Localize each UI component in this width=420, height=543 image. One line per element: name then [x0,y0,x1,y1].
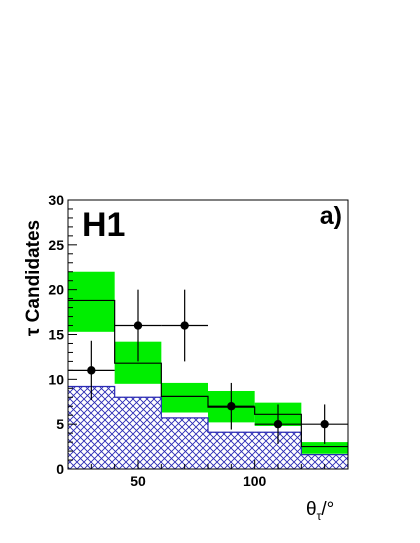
data-point [208,382,255,430]
data-point [254,404,302,444]
data-marker [227,402,236,411]
x-axis-label: θτ/° [306,499,334,523]
prediction-line-step [68,299,348,448]
y-axis-label: τ Candidates [23,220,44,336]
prediction-band-bin [161,382,208,413]
x-axis: 50 100 [67,460,349,489]
y-tick-label: 20 [48,282,64,298]
prediction-band-bin [301,442,348,454]
prediction-band-bin [68,271,115,332]
data-point [114,289,162,362]
data-points [68,289,348,444]
panel-label: a) [320,202,342,230]
data-marker [273,419,283,429]
prediction-line [68,299,348,448]
x-axis-label-main: θ [306,499,317,520]
y-axis: 0 5 10 15 20 25 30 [48,192,77,477]
data-point [301,404,348,444]
plot-area: 0 5 10 15 20 25 30 50 100 [48,192,349,489]
data-marker [320,419,329,429]
x-tick-label: 50 [130,473,146,489]
data-point [161,289,208,362]
experiment-label: H1 [82,206,125,244]
y-tick-label: 30 [48,192,64,208]
y-tick-label: 15 [48,327,64,343]
data-marker [133,321,143,330]
y-tick-label: 5 [56,416,64,432]
y-tick-label: 0 [56,461,64,477]
x-tick-label: 100 [243,473,267,489]
x-axis-label-unit: /° [321,499,334,520]
data-marker [87,366,96,375]
x-axis-label-sub: τ [317,509,322,523]
y-tick-label: 10 [48,371,64,387]
data-point [68,340,115,400]
data-marker [180,321,189,330]
y-tick-label: 25 [48,237,64,253]
